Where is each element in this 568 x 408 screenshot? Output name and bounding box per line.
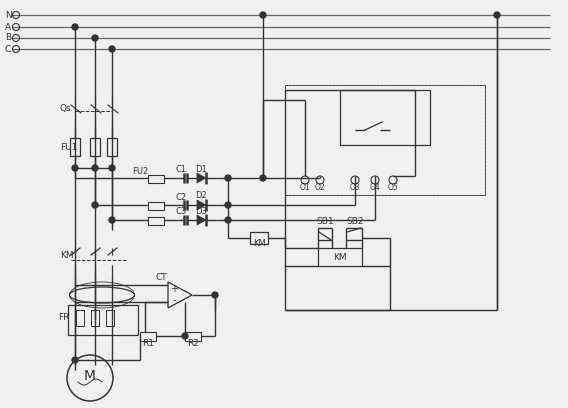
- Bar: [106, 310, 114, 326]
- Circle shape: [494, 12, 500, 18]
- Bar: [90, 138, 100, 156]
- Circle shape: [225, 202, 231, 208]
- Text: C3: C3: [175, 208, 186, 217]
- Circle shape: [72, 357, 78, 363]
- Bar: [340, 90, 430, 145]
- Text: SB2: SB2: [346, 217, 364, 226]
- Text: FU2: FU2: [132, 168, 148, 177]
- Text: N: N: [5, 11, 11, 20]
- Circle shape: [92, 35, 98, 41]
- Bar: [185, 332, 201, 341]
- Bar: [107, 138, 117, 156]
- Text: M: M: [84, 369, 96, 383]
- Circle shape: [72, 165, 78, 171]
- Text: R2: R2: [187, 339, 199, 348]
- Text: D2: D2: [195, 191, 207, 200]
- Text: B: B: [5, 33, 11, 42]
- Text: -: -: [172, 295, 176, 305]
- Text: O5: O5: [387, 184, 398, 193]
- Bar: [250, 232, 268, 244]
- Text: R1: R1: [142, 339, 154, 348]
- Text: O1: O1: [300, 184, 310, 193]
- Circle shape: [225, 217, 231, 223]
- Text: SB1: SB1: [316, 217, 334, 226]
- Text: O3: O3: [350, 184, 360, 193]
- Text: KM: KM: [60, 251, 74, 259]
- Text: A: A: [5, 22, 11, 31]
- Text: CT: CT: [155, 273, 166, 282]
- Text: C: C: [5, 44, 11, 53]
- Bar: [285, 85, 485, 195]
- Text: +: +: [170, 284, 178, 294]
- Bar: [148, 217, 164, 225]
- Text: D1: D1: [195, 164, 207, 173]
- Circle shape: [72, 24, 78, 30]
- Text: D3: D3: [195, 206, 207, 215]
- Circle shape: [260, 12, 266, 18]
- Circle shape: [109, 46, 115, 52]
- Text: FR: FR: [58, 313, 69, 322]
- Text: C1: C1: [175, 166, 186, 175]
- Bar: [68, 305, 138, 335]
- Polygon shape: [197, 215, 206, 225]
- Text: KM: KM: [253, 239, 265, 248]
- Bar: [318, 248, 362, 266]
- Text: FU1: FU1: [60, 144, 77, 153]
- Bar: [148, 175, 164, 183]
- Bar: [70, 138, 80, 156]
- Bar: [91, 310, 99, 326]
- Circle shape: [92, 165, 98, 171]
- Bar: [140, 332, 156, 341]
- Circle shape: [92, 202, 98, 208]
- Text: Qs: Qs: [60, 104, 72, 113]
- Circle shape: [182, 333, 188, 339]
- Bar: [148, 202, 164, 210]
- Polygon shape: [197, 200, 206, 210]
- Circle shape: [109, 217, 115, 223]
- Text: O2: O2: [315, 184, 325, 193]
- Text: C2: C2: [175, 193, 186, 202]
- Bar: [76, 310, 84, 326]
- Circle shape: [212, 292, 218, 298]
- Polygon shape: [197, 173, 206, 183]
- Text: KM: KM: [333, 253, 347, 262]
- Bar: [285, 85, 485, 195]
- Circle shape: [225, 175, 231, 181]
- Circle shape: [109, 165, 115, 171]
- Text: O4: O4: [370, 184, 381, 193]
- Circle shape: [260, 175, 266, 181]
